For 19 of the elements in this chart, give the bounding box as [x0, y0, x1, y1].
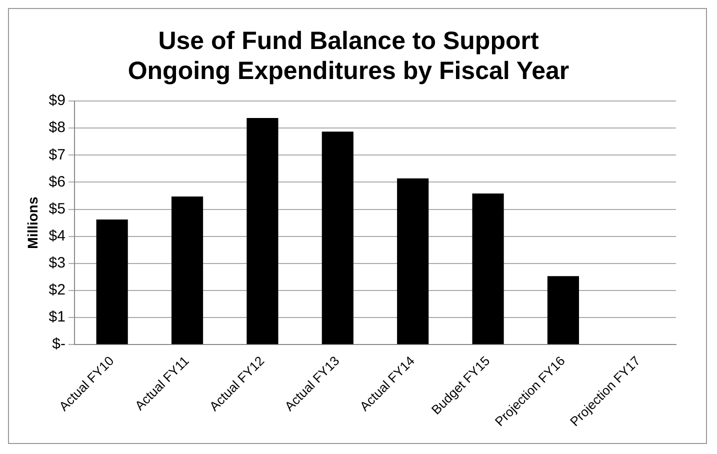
bar [171, 196, 204, 344]
y-tick-label: $7 [48, 146, 66, 164]
bar [472, 194, 504, 344]
y-tick-label: $9 [48, 92, 66, 110]
y-tick-label: $8 [48, 119, 66, 136]
chart-title: Use of Fund Balance to Support Ongoing Expenditures by Fiscal Year [128, 26, 570, 85]
y-tick-label: $- [52, 336, 66, 353]
y-tick-label: $6 [48, 173, 66, 190]
y-tick-label: $4 [48, 227, 66, 244]
bar [397, 178, 429, 344]
bar [246, 118, 278, 344]
y-axis-title: Millions [24, 196, 40, 249]
y-tick-label: $3 [48, 254, 66, 272]
y-tick-label: $1 [48, 308, 66, 326]
bar [96, 220, 128, 344]
bar [547, 276, 580, 344]
y-tick-label: $2 [48, 282, 66, 299]
y-tick-label: $5 [48, 200, 66, 218]
bar [322, 132, 354, 344]
